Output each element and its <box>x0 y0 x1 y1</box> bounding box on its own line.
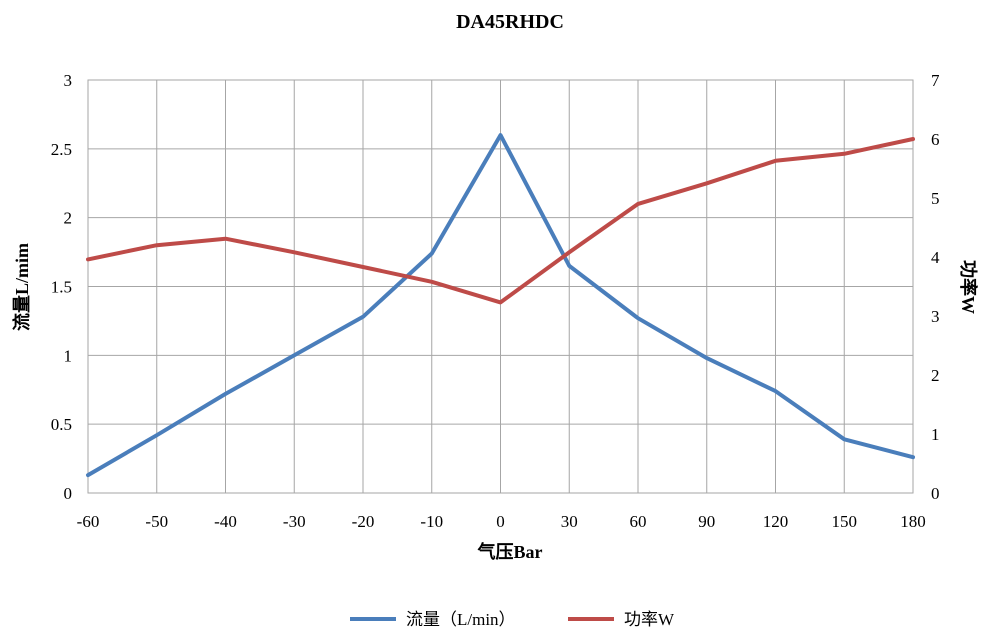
y-axis-left-label: 流量L/mim <box>11 243 32 331</box>
legend-label: 功率W <box>624 610 675 629</box>
x-tick-label: -20 <box>352 512 375 531</box>
y-right-tick-label: 3 <box>931 307 940 326</box>
y-left-tick-label: 0.5 <box>51 415 72 434</box>
x-tick-label: 120 <box>763 512 789 531</box>
x-tick-label: -30 <box>283 512 306 531</box>
y-right-tick-label: 6 <box>931 130 940 149</box>
x-tick-label: -10 <box>420 512 443 531</box>
x-tick-label: 60 <box>630 512 647 531</box>
y-right-tick-label: 4 <box>931 248 940 267</box>
x-tick-label: -50 <box>145 512 168 531</box>
gridlines <box>87 79 914 494</box>
y-axis-right-label: 功率W <box>958 260 979 314</box>
x-tick-label: -40 <box>214 512 237 531</box>
y-left-tick-label: 1 <box>64 346 73 365</box>
chart-title: DA45RHDC <box>456 11 564 33</box>
x-tick-label: 90 <box>698 512 715 531</box>
x-axis-label: 气压Bar <box>477 541 543 562</box>
x-tick-label: 30 <box>561 512 578 531</box>
x-tick-label: 0 <box>496 512 505 531</box>
y-right-tick-label: 2 <box>931 366 940 385</box>
x-tick-label: 180 <box>900 512 926 531</box>
legend: 流量（L/min） 功率W <box>350 610 675 629</box>
plot-frame <box>87 79 914 494</box>
y-left-tick-label: 2.5 <box>51 140 72 159</box>
x-tick-label: 150 <box>832 512 858 531</box>
y-left-tick-label: 2 <box>64 209 73 228</box>
y-right-tick-label: 0 <box>931 484 940 503</box>
series-line <box>86 137 915 305</box>
y-left-tick-label: 1.5 <box>51 278 72 297</box>
tick-labels: -60 -50 -40 -30 -20 -10 0 30 60 90 120 150 18000.511… <box>51 71 940 531</box>
legend-label: 流量（L/min） <box>406 610 516 629</box>
y-left-tick-label: 3 <box>64 71 73 90</box>
series-line <box>86 133 915 478</box>
x-tick-label: -60 <box>77 512 100 531</box>
y-right-tick-label: 5 <box>931 189 940 208</box>
y-right-tick-label: 1 <box>931 425 940 444</box>
y-right-tick-label: 7 <box>931 71 940 90</box>
series-lines <box>86 133 915 478</box>
y-left-tick-label: 0 <box>64 484 73 503</box>
